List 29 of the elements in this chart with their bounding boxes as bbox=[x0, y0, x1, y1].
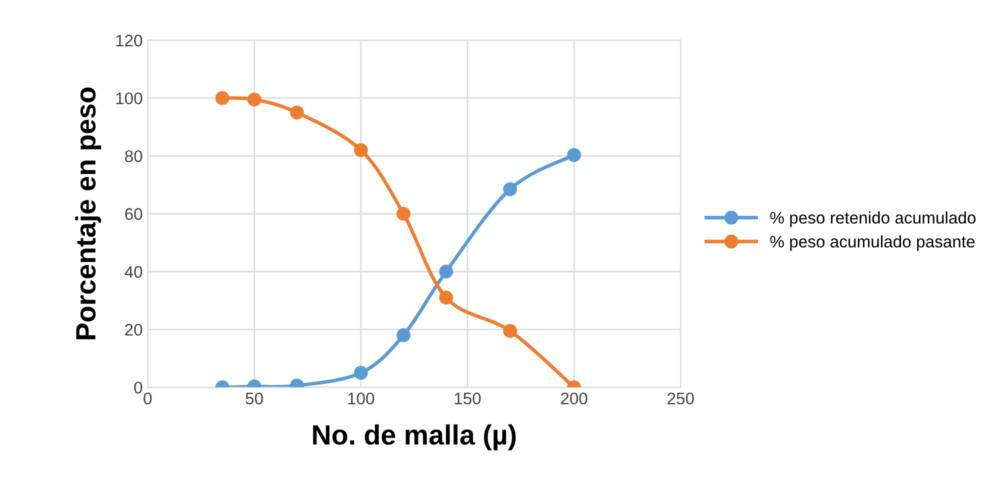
point bbox=[567, 148, 581, 162]
y-axis-title: Porcentaje en peso bbox=[75, 87, 102, 340]
y-tick-label: 40 bbox=[124, 266, 142, 278]
y-tick-label: 80 bbox=[125, 150, 142, 162]
x-axis-title: No. de malla (µ) bbox=[313, 424, 516, 450]
x-tick-label: 200 bbox=[560, 392, 588, 404]
point bbox=[396, 206, 410, 221]
point bbox=[503, 324, 518, 338]
point bbox=[290, 106, 304, 120]
x-tick-label: 50 bbox=[246, 392, 263, 404]
legend-label: % peso retenido acumulado bbox=[770, 211, 976, 227]
point bbox=[354, 143, 368, 158]
point bbox=[396, 328, 410, 342]
x-tick-label: 0 bbox=[144, 392, 152, 404]
y-tick-label: 60 bbox=[125, 208, 142, 220]
point bbox=[503, 182, 518, 196]
point bbox=[247, 92, 262, 106]
point bbox=[439, 290, 454, 305]
y-tick-label: 0 bbox=[134, 382, 142, 394]
y-tick-label: 100 bbox=[116, 92, 142, 104]
point bbox=[215, 91, 230, 106]
legend-label: % peso acumulado pasante bbox=[770, 235, 975, 251]
x-tick-label: 150 bbox=[454, 392, 481, 404]
x-tick-label: 100 bbox=[348, 392, 374, 404]
x-tick-label: 250 bbox=[668, 392, 694, 404]
y-tick-label: 120 bbox=[116, 34, 142, 46]
point bbox=[354, 366, 368, 380]
y-tick-label: 20 bbox=[125, 324, 142, 336]
point bbox=[439, 264, 454, 279]
